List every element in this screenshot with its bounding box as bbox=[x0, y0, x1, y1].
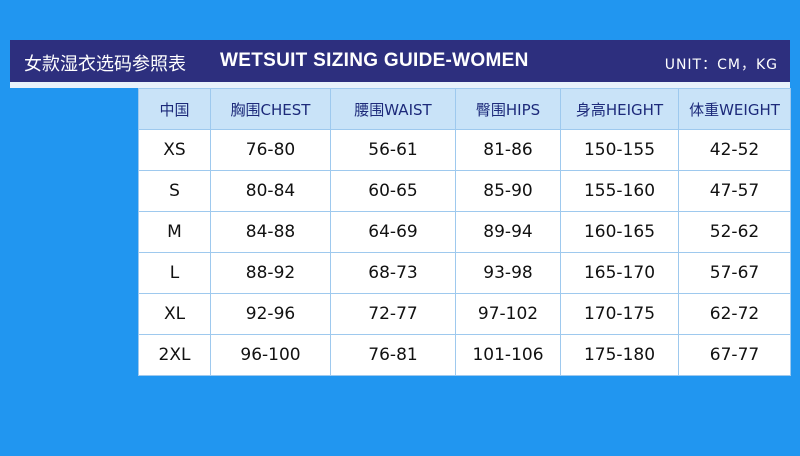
column-header: 臀围HIPS bbox=[455, 88, 561, 130]
cell: S bbox=[138, 170, 211, 212]
size-row: L 88-92 68-73 93-98 165-170 57-67 bbox=[138, 252, 791, 294]
cell: 62-72 bbox=[678, 293, 791, 335]
cell: 80-84 bbox=[210, 170, 331, 212]
header-row: 中国 胸围CHEST 腰围WAIST 臀围HIPS 身高HEIGHT 体重WEIGHT bbox=[138, 88, 791, 130]
size-row: M 84-88 64-69 89-94 160-165 52-62 bbox=[138, 211, 791, 253]
size-row: XS 76-80 56-61 81-86 150-155 42-52 bbox=[138, 129, 791, 171]
cell: 96-100 bbox=[210, 334, 331, 376]
cell: 81-86 bbox=[455, 129, 561, 171]
size-row: XL 92-96 72-77 97-102 170-175 62-72 bbox=[138, 293, 791, 335]
column-header: 身高HEIGHT bbox=[560, 88, 679, 130]
unit: UNIT：CM，KG bbox=[664, 57, 778, 73]
cell: 165-170 bbox=[560, 252, 679, 294]
cell: 88-92 bbox=[210, 252, 331, 294]
column-header: 胸围CHEST bbox=[210, 88, 331, 130]
cell: 155-160 bbox=[560, 170, 679, 212]
cell: 42-52 bbox=[678, 129, 791, 171]
cell: 52-62 bbox=[678, 211, 791, 253]
cell: 160-165 bbox=[560, 211, 679, 253]
cell: 76-81 bbox=[330, 334, 456, 376]
cell: 85-90 bbox=[455, 170, 561, 212]
cell: 93-98 bbox=[455, 252, 561, 294]
header-bar: 女款湿衣选码参照表 WETSUIT SIZING GUIDE-WOMEN UNI… bbox=[10, 40, 790, 82]
cell: 64-69 bbox=[330, 211, 456, 253]
column-header: 体重WEIGHT bbox=[678, 88, 791, 130]
cell: 97-102 bbox=[455, 293, 561, 335]
size-row: S 80-84 60-65 85-90 155-160 47-57 bbox=[138, 170, 791, 212]
cell: 76-80 bbox=[210, 129, 331, 171]
header-strip bbox=[10, 82, 790, 88]
size-table: 中国 胸围CHEST 腰围WAIST 臀围HIPS 身高HEIGHT 体重WEIGHT XS… bbox=[138, 88, 791, 376]
cell: 47-57 bbox=[678, 170, 791, 212]
cell: 150-155 bbox=[560, 129, 679, 171]
cell: 84-88 bbox=[210, 211, 331, 253]
cell: 92-96 bbox=[210, 293, 331, 335]
cell: L bbox=[138, 252, 211, 294]
size-row: 2XL 96-100 76-81 101-106 175-180 67-77 bbox=[138, 334, 791, 376]
cell: 101-106 bbox=[455, 334, 561, 376]
cell: 56-61 bbox=[330, 129, 456, 171]
cell: 2XL bbox=[138, 334, 211, 376]
cell: 89-94 bbox=[455, 211, 561, 253]
cell: 170-175 bbox=[560, 293, 679, 335]
column-header: 腰围WAIST bbox=[330, 88, 456, 130]
cell: 57-67 bbox=[678, 252, 791, 294]
cell: 60-65 bbox=[330, 170, 456, 212]
cell: 68-73 bbox=[330, 252, 456, 294]
cell: M bbox=[138, 211, 211, 253]
cell: 72-77 bbox=[330, 293, 456, 335]
cell: 175-180 bbox=[560, 334, 679, 376]
title-cn: 女款湿衣选码参照表 bbox=[24, 54, 186, 75]
cell: XL bbox=[138, 293, 211, 335]
cell: 67-77 bbox=[678, 334, 791, 376]
column-header: 中国 bbox=[138, 88, 211, 130]
title-en: WETSUIT SIZING GUIDE-WOMEN bbox=[220, 50, 529, 71]
cell: XS bbox=[138, 129, 211, 171]
